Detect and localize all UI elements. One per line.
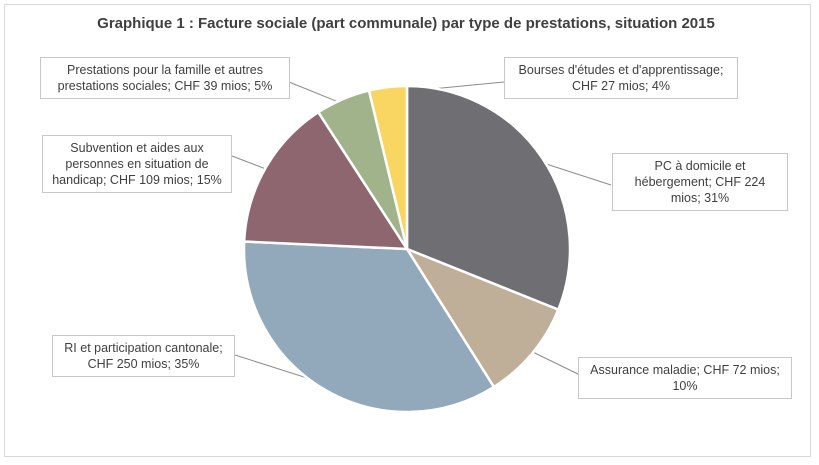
leader-line-pc-domicile <box>536 160 612 186</box>
callout-ri-participation: RI et participation cantonale; CHF 250 m… <box>52 335 235 377</box>
callout-assurance-maladie: Assurance maladie; CHF 72 mios; 10% <box>578 357 792 399</box>
callout-pc-domicile: PC à domicile et hébergement; CHF 224 mi… <box>612 153 788 211</box>
callout-subvention-handicap: Subvention et aides aux personnes en sit… <box>42 135 232 193</box>
pie-slice-assurance-maladie <box>405 247 560 389</box>
callout-bourses-etudes: Bourses d'études et d'apprentissage; CHF… <box>504 57 738 99</box>
pie-slice-ri-participation <box>242 240 496 414</box>
callout-prestations-famille: Prestations pour la famille et autres pr… <box>40 57 290 99</box>
leader-line-assurance-maladie <box>527 349 579 375</box>
pie-slice-subvention-handicap <box>242 110 409 251</box>
pie-slices <box>242 84 572 414</box>
leader-line-prestations-famille <box>288 81 346 106</box>
chart-title: Graphique 1 : Facture sociale (part comm… <box>97 15 715 32</box>
pie-slice-bourses-etudes <box>367 84 409 251</box>
pie-slice-pc-domicile <box>405 84 572 311</box>
